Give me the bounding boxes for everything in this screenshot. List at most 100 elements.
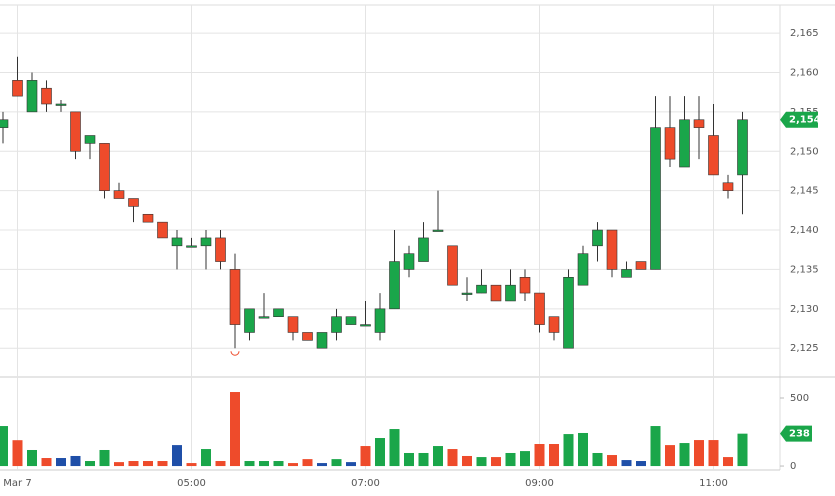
candle-body (418, 237, 429, 262)
volume-tag (780, 425, 812, 442)
candle-body (12, 80, 23, 97)
candle-body (461, 292, 473, 295)
candle-body (41, 87, 52, 105)
y-tick-label: 2,160 (790, 67, 819, 78)
candle-body (331, 316, 342, 333)
candle-body (244, 308, 255, 333)
x-tick-label: 07:00 (351, 478, 380, 489)
candle-body (258, 316, 270, 319)
volume-bar (505, 452, 516, 467)
candle-body (113, 190, 125, 199)
candle-body (128, 198, 139, 207)
volume-bar (549, 444, 559, 467)
volume-bar (723, 457, 733, 467)
y-tick-label: 2,150 (790, 146, 819, 157)
volume-bar (85, 461, 95, 467)
candle-body (273, 308, 284, 318)
volume-bar (534, 444, 545, 467)
volume-tag-label: 238 (789, 429, 810, 440)
volume-bar (346, 462, 356, 467)
y-tick-label: 2,145 (790, 186, 819, 197)
candle-body (693, 119, 705, 128)
candle-body (621, 269, 632, 278)
candle-body (722, 182, 734, 191)
volume-bar (259, 461, 269, 467)
x-tick-label: 09:00 (525, 478, 554, 489)
candle-body (84, 135, 96, 144)
candle-body (737, 119, 748, 176)
candle-body (635, 261, 647, 270)
candle-body (316, 332, 328, 349)
volume-bar (476, 457, 487, 467)
volume-bar (215, 461, 226, 467)
volume-bar (563, 434, 574, 467)
volume-bar (578, 432, 588, 467)
candle-body (679, 119, 690, 168)
volume-bar (708, 440, 719, 467)
volume-bar (0, 426, 8, 467)
candle-body (519, 277, 531, 294)
candle-body (171, 237, 183, 247)
volume-bar (56, 458, 66, 467)
x-tick-label: Mar 7 (3, 478, 31, 489)
candle-body (534, 292, 545, 325)
candle-body (505, 284, 516, 302)
candle-body (302, 332, 313, 341)
candle-body (476, 284, 487, 294)
volume-bar (636, 461, 646, 467)
volume-bar (520, 451, 530, 467)
volume-bar (375, 438, 385, 467)
volume-bar (592, 452, 603, 467)
candle-body (606, 229, 618, 270)
volume-bar (694, 440, 704, 467)
candle-body (592, 229, 603, 247)
x-tick-label: 11:00 (699, 478, 728, 489)
volume-bar (418, 452, 429, 467)
volume-bar (27, 449, 37, 467)
volume-bar (679, 443, 690, 467)
y-tick-label: 0 (790, 461, 796, 472)
volume-bar (230, 392, 240, 467)
candle-body (403, 253, 415, 270)
volume-bar (143, 461, 153, 467)
volume-bar (491, 457, 501, 467)
volume-bar (447, 449, 458, 467)
volume-bar (404, 452, 414, 467)
volume-bar (12, 440, 23, 467)
candle-body (345, 316, 357, 325)
volume-bar (665, 445, 675, 467)
y-tick-label: 500 (790, 393, 809, 404)
price-tag-label: 2,154 (789, 115, 821, 126)
volume-bar (186, 463, 197, 467)
candle-body (708, 135, 719, 176)
candle-body (664, 127, 676, 160)
candle-body (0, 119, 9, 128)
candle-body (447, 245, 458, 286)
candle-body (563, 277, 574, 349)
volume-bar (389, 429, 400, 467)
volume-bar (360, 446, 371, 467)
candle-body (26, 80, 38, 113)
candle-body (157, 221, 168, 239)
volume-bar (302, 459, 313, 467)
volume-bar (201, 449, 211, 467)
x-tick-label: 05:00 (177, 478, 206, 489)
candle-body (229, 269, 241, 325)
candle-body (99, 143, 110, 191)
candle-body (186, 245, 197, 248)
candle-body (374, 308, 386, 333)
volume-bar (650, 426, 661, 467)
volume-bar (70, 455, 81, 467)
candle-body (650, 127, 661, 270)
y-tick-label: 2,125 (790, 343, 819, 354)
candle-body (432, 229, 444, 232)
y-tick-label: 2,130 (790, 304, 819, 315)
volume-bar (317, 463, 327, 467)
volume-bar (621, 460, 632, 467)
price-tag (780, 111, 818, 128)
y-tick-label: 2,140 (790, 225, 819, 236)
candle-body (577, 253, 589, 286)
volume-bar (244, 461, 255, 467)
volume-bar (607, 455, 617, 467)
